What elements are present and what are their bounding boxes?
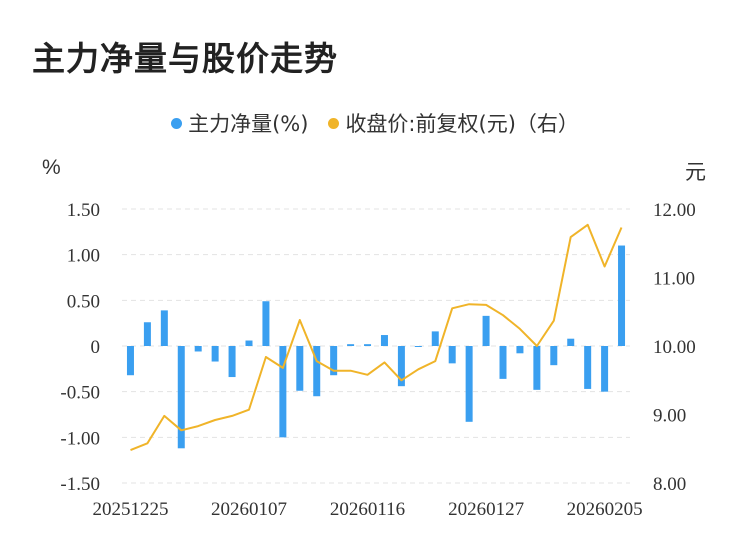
net-volume-bar bbox=[618, 245, 626, 346]
net-volume-bar bbox=[431, 331, 439, 346]
legend-label-net-volume: 主力净量(%) bbox=[188, 112, 309, 136]
left-axis-unit: % bbox=[42, 156, 61, 179]
net-volume-bar bbox=[211, 346, 219, 362]
net-volume-bar bbox=[601, 346, 609, 392]
right-tick-label: 10.00 bbox=[653, 337, 696, 358]
left-tick-label: -0.50 bbox=[60, 383, 100, 404]
net-volume-bar bbox=[516, 346, 524, 354]
net-volume-bar bbox=[414, 346, 422, 347]
net-volume-bar bbox=[245, 340, 253, 346]
net-volume-bar bbox=[465, 346, 473, 422]
net-volume-bar bbox=[330, 346, 338, 376]
net-volume-bar bbox=[364, 344, 372, 346]
net-volume-bar bbox=[313, 346, 321, 397]
net-volume-bar bbox=[482, 315, 490, 346]
legend: 主力净量(%) 收盘价:前复权(元)（右） bbox=[0, 108, 750, 138]
net-volume-bar bbox=[194, 346, 202, 352]
right-tick-label: 12.00 bbox=[653, 200, 696, 221]
left-tick-label: 0.50 bbox=[67, 291, 100, 312]
net-volume-bar bbox=[143, 322, 151, 346]
net-volume-bar bbox=[177, 346, 185, 449]
left-tick-label: -1.00 bbox=[60, 428, 100, 449]
left-tick-label: 1.00 bbox=[67, 246, 100, 267]
net-volume-bar bbox=[279, 346, 287, 438]
net-volume-bar bbox=[228, 346, 236, 378]
legend-item-net-volume[interactable]: 主力净量(%) bbox=[171, 108, 308, 138]
net-volume-bar bbox=[380, 335, 388, 346]
x-tick-label: 20260107 bbox=[211, 499, 287, 520]
left-tick-label: 0 bbox=[91, 337, 101, 358]
right-axis-unit: 元 bbox=[685, 160, 706, 184]
legend-label-close-price: 收盘价:前复权(元)（右） bbox=[345, 112, 579, 136]
chart-title: 主力净量与股价走势 bbox=[32, 39, 338, 78]
net-volume-bar bbox=[550, 346, 558, 366]
x-tick-label: 20260205 bbox=[567, 499, 643, 520]
close-price-line bbox=[130, 223, 623, 452]
net-volume-bar bbox=[126, 346, 134, 376]
net-volume-bar bbox=[448, 346, 456, 364]
legend-dot-yellow-icon bbox=[328, 117, 340, 129]
net-volume-bar bbox=[160, 310, 168, 346]
legend-dot-blue-icon bbox=[171, 117, 183, 129]
right-tick-label: 8.00 bbox=[653, 474, 686, 495]
net-volume-bar bbox=[567, 338, 575, 346]
legend-item-close-price[interactable]: 收盘价:前复权(元)（右） bbox=[328, 108, 579, 138]
right-tick-label: 9.00 bbox=[653, 406, 686, 427]
right-tick-label: 11.00 bbox=[653, 269, 695, 290]
left-tick-label: -1.50 bbox=[60, 474, 100, 495]
net-volume-bar bbox=[584, 346, 592, 389]
x-tick-label: 20260127 bbox=[448, 499, 524, 520]
x-tick-label: 20260116 bbox=[330, 499, 405, 520]
net-volume-bar bbox=[499, 346, 507, 379]
net-volume-bar bbox=[397, 346, 405, 387]
x-tick-label: 20251225 bbox=[92, 499, 168, 520]
net-volume-bar bbox=[347, 344, 355, 346]
net-volume-bar bbox=[296, 346, 304, 391]
net-volume-bar bbox=[262, 301, 270, 346]
net-volume-bar bbox=[533, 346, 541, 390]
left-tick-label: 1.50 bbox=[67, 200, 100, 221]
